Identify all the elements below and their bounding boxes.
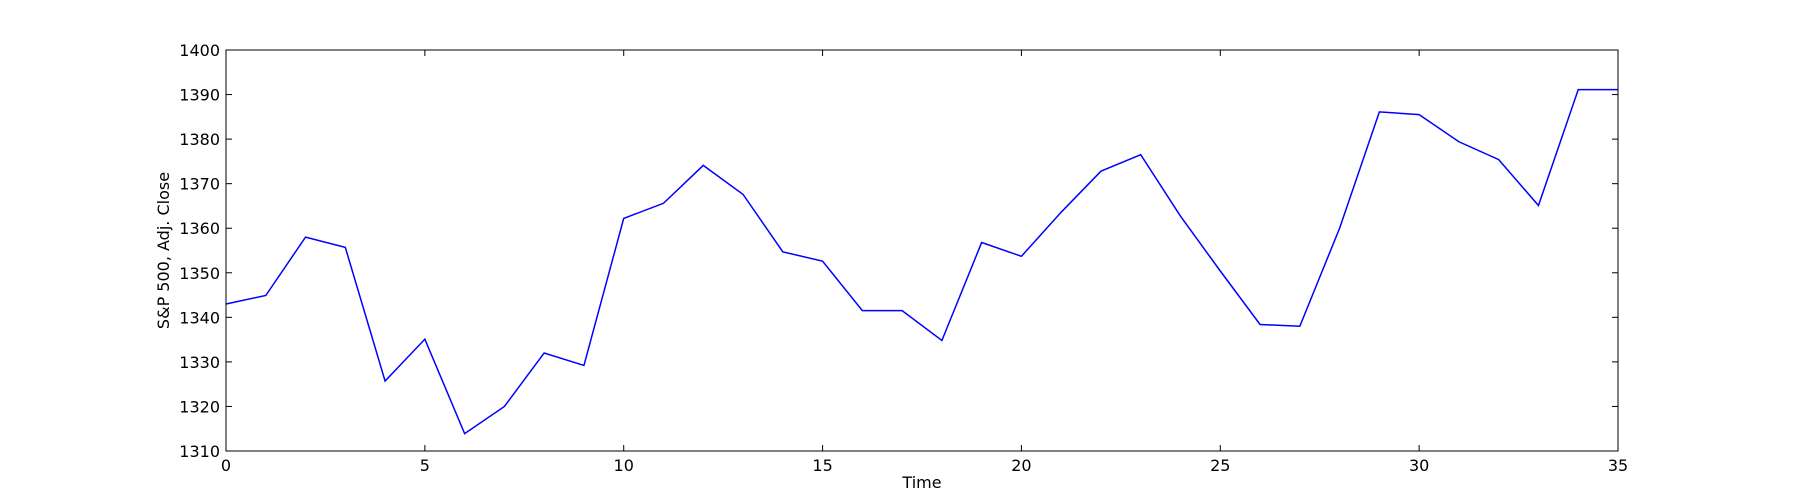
x-tick-label: 35 [1608,456,1628,475]
series-layer [225,88,1618,435]
x-tick-label: 5 [420,456,430,475]
y-tick-label: 1360 [179,219,220,238]
y-tick-label: 1390 [179,86,220,105]
x-tick-label: 0 [221,456,231,475]
x-tick-label: 30 [1409,456,1429,475]
x-tick-label: 20 [1011,456,1031,475]
y-axis-label: S&P 500, Adj. Close [154,172,173,329]
y-tick-label: 1330 [179,353,220,372]
y-tick-label: 1340 [179,308,220,327]
x-axis-label: Time [901,473,941,492]
x-tick-label: 10 [614,456,634,475]
y-tick-label: 1350 [179,264,220,283]
series-line [225,88,1618,435]
y-tick-label: 1320 [179,397,220,416]
x-tick-label: 25 [1210,456,1230,475]
y-tick-label: 1380 [179,130,220,149]
ticks-layer: 0 5 10 15 20 25 30 35 1310 1320 1330 1340 1350 1360 13… [179,41,1628,475]
plot-frame [225,49,1619,452]
y-tick-label: 1370 [179,175,220,194]
y-tick-label: 1400 [179,41,220,60]
x-tick-label: 15 [812,456,832,475]
y-tick-label: 1310 [179,442,220,461]
